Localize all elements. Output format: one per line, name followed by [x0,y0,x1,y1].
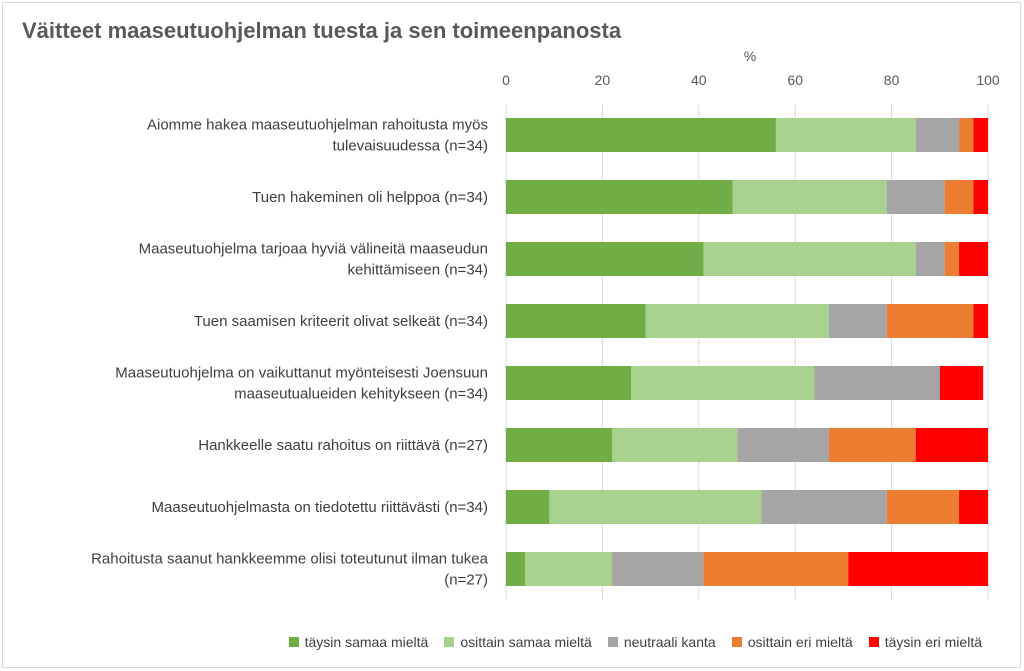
bar-segment [506,304,646,338]
bar-segment [828,304,887,338]
bar-segment [915,118,960,152]
category-label: Maaseutuohjelma tarjoaa hyviä välineitä … [139,241,488,258]
category-label: Maaseutuohjelma on vaikuttanut myönteise… [115,365,488,382]
category-label: Tuen hakeminen oli helppoa (n=34) [252,189,488,206]
category-label: maaseutualueiden kehitykseen (n=34) [234,386,488,403]
bar-segment [506,552,526,586]
bar-segment [814,366,940,400]
bar-segment [886,304,974,338]
legend-swatch [444,637,455,647]
bar-segment [612,428,738,462]
legend-swatch [288,637,299,647]
gridlines [505,104,989,600]
bar-segment [939,366,984,400]
legend-label: neutraali kanta [623,634,716,650]
x-tick-label: 40 [691,72,707,88]
bar-segment [525,552,613,586]
labels: % 0 20 40 60 80 100 Aiomme hakea maaseutuohjelm… [91,48,1000,589]
bar-segment [886,180,945,214]
bar-segment [631,366,815,400]
bar-segment [506,428,613,462]
legend-label: täysin eri mieltä [884,634,982,650]
bar-segment [645,304,829,338]
bar-segment [973,180,988,214]
bar-segment [703,552,849,586]
legend-item: osittain samaa mieltä [444,634,592,650]
x-tick-label: 60 [787,72,803,88]
bar-segment [944,180,974,214]
bar-segment [886,490,960,524]
legend-item: neutraali kanta [607,634,716,650]
bar-segment [775,118,916,152]
category-label: Tuen saamisen kriteerit olivat selkeät (… [194,313,488,330]
bars [506,118,988,586]
bar-segment [828,428,916,462]
legend-swatch [868,637,879,647]
bar-segment [915,428,988,462]
bar-segment [915,242,945,276]
legend-label: osittain eri mieltä [747,634,853,650]
bar-segment [959,490,988,524]
legend: täysin samaa mieltä osittain samaa mieltä… [0,634,1024,650]
bar-segment [737,428,829,462]
category-label: tulevaisuudessa (n=34) [332,138,488,155]
bar-segment [959,118,974,152]
bar-segment [506,490,550,524]
x-tick-label: 80 [884,72,900,88]
legend-label: osittain samaa mieltä [460,634,592,650]
bar-segment [506,242,704,276]
legend-label: täysin samaa mieltä [304,634,429,650]
category-label: Rahoitusta saanut hankkeemme olisi toteu… [91,551,489,568]
legend-item: osittain eri mieltä [731,634,853,650]
bar-segment [959,242,988,276]
bar-segment [506,366,632,400]
bar-segment [732,180,887,214]
category-label: (n=27) [444,572,488,589]
bar-segment [944,242,960,276]
x-tick-label: 0 [502,72,510,88]
x-tick-label: 100 [976,72,1000,88]
legend-item: täysin samaa mieltä [288,634,429,650]
category-label: Aiomme hakea maaseutuohjelman rahoitusta… [147,117,488,134]
x-axis-label: % [744,48,756,64]
bar-segment [703,242,916,276]
chart-title: Väitteet maaseutuohjelman tuesta ja sen … [22,18,622,43]
bar-segment [506,180,733,214]
bar-segment [549,490,762,524]
bar-segment [761,490,887,524]
bar-segment [973,304,988,338]
bar-segment [973,118,988,152]
category-label: Maaseutuohjelmasta on tiedotettu riittäv… [152,499,488,516]
legend-item: täysin eri mieltä [868,634,982,650]
category-label: kehittämiseen (n=34) [348,262,489,279]
category-label: Hankkeelle saatu rahoitus on riittävä (n… [198,437,488,454]
legend-swatch [731,637,742,647]
legend-swatch [607,637,618,647]
x-tick-label: 20 [595,72,611,88]
bar-segment [848,552,988,586]
bar-segment [506,118,776,152]
bar-segment [612,552,704,586]
